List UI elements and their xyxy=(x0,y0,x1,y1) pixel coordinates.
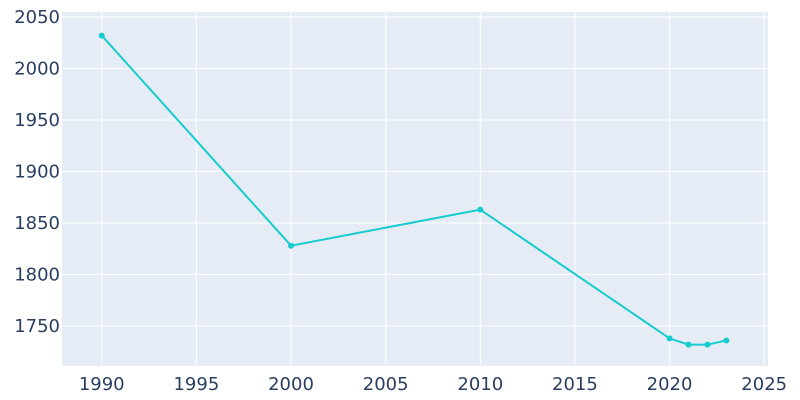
y-tick-label: 1950 xyxy=(14,110,60,131)
y-tick-label: 1850 xyxy=(14,213,60,234)
plot-area xyxy=(62,12,768,366)
y-tick-label: 2000 xyxy=(14,59,60,80)
y-tick-label: 1900 xyxy=(14,162,60,183)
point xyxy=(477,206,484,213)
y-tick-label: 1750 xyxy=(14,316,60,337)
point xyxy=(704,341,711,348)
point xyxy=(666,335,673,342)
x-tick-label: 2000 xyxy=(268,374,314,395)
point xyxy=(685,341,692,348)
x-tick-label: 1990 xyxy=(79,374,125,395)
x-tick-label: 1995 xyxy=(173,374,219,395)
point xyxy=(723,337,730,344)
x-tick-label: 2025 xyxy=(741,374,787,395)
point xyxy=(288,242,295,249)
x-tick-label: 2005 xyxy=(363,374,409,395)
x-tick-label: 2010 xyxy=(457,374,503,395)
point xyxy=(98,32,105,39)
y-tick-label: 1800 xyxy=(14,265,60,286)
x-tick-label: 2020 xyxy=(647,374,693,395)
y-tick-label: 2050 xyxy=(14,7,60,28)
x-tick-label: 2015 xyxy=(552,374,598,395)
